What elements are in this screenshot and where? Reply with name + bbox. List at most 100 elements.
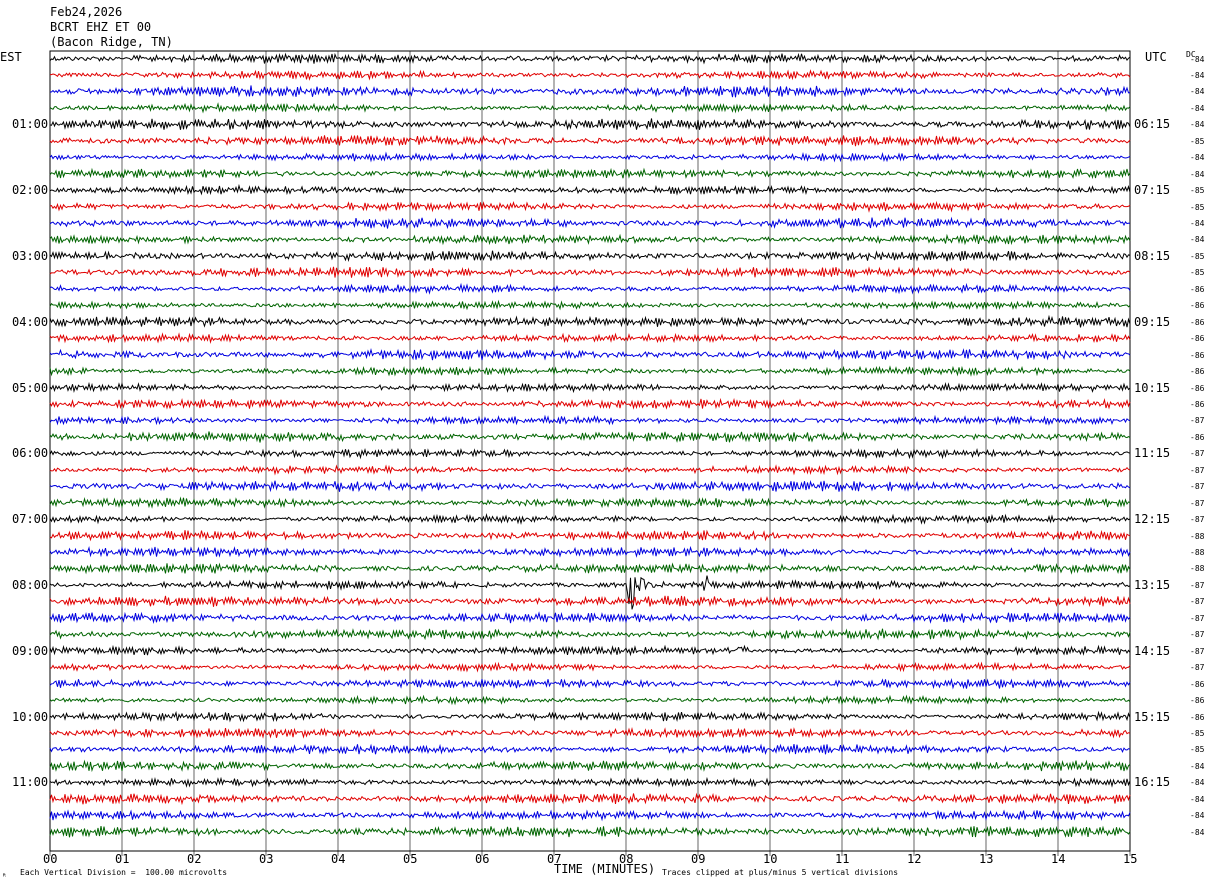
- x-tick-label: 09: [691, 852, 706, 866]
- seismic-trace: [49, 84, 1131, 98]
- dc-offset-label: -84: [1190, 70, 1205, 80]
- station-code: BCRT EHZ ET 00: [50, 20, 152, 34]
- dc-offset-label: -87: [1190, 663, 1205, 673]
- dc-offset-label: -87: [1190, 646, 1205, 656]
- seismic-trace: [49, 151, 1131, 163]
- dc-offset-label: -84: [1190, 761, 1205, 771]
- dc-offset-label: -87: [1190, 416, 1205, 426]
- dc-offset-label: -86: [1190, 284, 1205, 294]
- x-tick-label: 06: [475, 852, 490, 866]
- dc-offset-label: -85: [1190, 728, 1205, 738]
- right-hour-label: 06:15: [1134, 117, 1171, 132]
- dc-offset-label: -86: [1190, 350, 1205, 360]
- seismic-trace: [49, 183, 1131, 196]
- x-tick-label: 03: [259, 852, 274, 866]
- left-hour-label: 09:00: [12, 643, 49, 658]
- dc-offset-label: -87: [1190, 515, 1205, 525]
- left-hour-label: 11:00: [12, 775, 49, 790]
- plot-date: Feb24,2026: [50, 5, 123, 19]
- x-tick-label: 07: [547, 852, 562, 866]
- right-hour-label: 09:15: [1134, 314, 1171, 329]
- seismic-trace: [49, 167, 1131, 180]
- seismic-trace: [49, 710, 1131, 723]
- dc-offset-label: -84: [1190, 235, 1205, 245]
- x-tick-label: 08: [619, 852, 634, 866]
- seismic-trace: [49, 134, 1131, 147]
- x-tick-label: 01: [115, 852, 130, 866]
- seismic-trace: [49, 299, 1131, 311]
- dc-offset-label: -88: [1190, 531, 1205, 541]
- left-hour-label: 01:00: [12, 117, 49, 132]
- x-tick-label: 05: [403, 852, 418, 866]
- seismic-trace: [49, 545, 1131, 559]
- dc-offset-label: -85: [1190, 186, 1205, 196]
- dc-offset-label: -84: [1190, 153, 1205, 163]
- seismic-trace: [49, 529, 1131, 542]
- left-hour-label: 06:00: [12, 446, 49, 461]
- station-location: (Bacon Ridge, TN): [50, 35, 173, 49]
- dc-offset-label: -87: [1190, 630, 1205, 640]
- seismic-trace: [49, 644, 1131, 657]
- x-tick-label: 14: [1051, 852, 1066, 866]
- right-hour-label: 12:15: [1134, 512, 1171, 527]
- x-tick-label: 11: [835, 852, 850, 866]
- dc-offset-label: -88: [1190, 564, 1205, 574]
- left-axis-title: EST: [0, 50, 22, 64]
- scale-note: Each Vertical Division = 100.00 microvol…: [20, 868, 228, 877]
- dc-offset-label: -86: [1190, 432, 1205, 442]
- right-hour-label: 07:15: [1134, 183, 1171, 198]
- seismic-trace: [49, 496, 1131, 509]
- left-hour-label: 08:00: [12, 577, 49, 592]
- right-hour-label: 13:15: [1134, 577, 1171, 592]
- seismic-trace: [49, 216, 1131, 230]
- dc-offset-label: -86: [1190, 301, 1205, 311]
- right-hour-label: 16:15: [1134, 775, 1171, 790]
- scale-icon: ᴿ: [2, 872, 7, 881]
- dc-offset-label: -86: [1190, 679, 1205, 689]
- dc-offset-label: -85: [1190, 202, 1205, 212]
- x-tick-label: 15: [1123, 852, 1138, 866]
- seismic-trace: [49, 447, 1131, 460]
- seismic-trace: [49, 678, 1131, 690]
- dc-offset-label: -85: [1190, 136, 1205, 146]
- dc-offset-label: -87: [1190, 449, 1205, 459]
- seismic-trace: [49, 414, 1131, 426]
- seismic-trace: [49, 250, 1131, 263]
- dc-offset-label: -87: [1190, 498, 1205, 508]
- seismic-trace: [49, 365, 1131, 377]
- right-hour-label: 08:15: [1134, 248, 1171, 263]
- dc-offset-label: -84: [1190, 778, 1205, 788]
- dc-offset-label: -84: [1190, 87, 1205, 97]
- seismic-trace: [49, 233, 1131, 246]
- seismic-trace: [49, 694, 1131, 706]
- dc-offset-label: -84: [1190, 103, 1205, 113]
- left-hour-label: 02:00: [12, 183, 49, 198]
- seismic-trace: [49, 513, 1131, 525]
- seismic-trace: [49, 102, 1131, 114]
- dc-offset-label: -84: [1190, 794, 1205, 804]
- dc-column-title: DC: [1186, 50, 1196, 59]
- x-axis-title: TIME (MINUTES): [554, 862, 656, 876]
- seismic-trace: [49, 825, 1131, 838]
- right-hour-label: 14:15: [1134, 643, 1171, 658]
- seismic-trace: [49, 464, 1131, 476]
- dc-offset-label: -87: [1190, 597, 1205, 607]
- seismic-trace: [49, 332, 1131, 344]
- seismic-trace: [50, 69, 1131, 81]
- seismic-trace: [49, 809, 1131, 822]
- seismic-trace: [49, 562, 1131, 575]
- dc-offset-label: -86: [1190, 367, 1205, 377]
- dc-offset-label: -86: [1190, 399, 1205, 409]
- seismic-trace: [49, 266, 1131, 279]
- dc-offset-label: -87: [1190, 580, 1205, 590]
- x-tick-label: 02: [187, 852, 202, 866]
- dc-offset-label: -85: [1190, 251, 1205, 261]
- right-hour-label: 11:15: [1134, 446, 1171, 461]
- seismic-trace: [49, 431, 1131, 443]
- x-tick-label: 10: [763, 852, 778, 866]
- right-hour-label: 15:15: [1134, 709, 1171, 724]
- left-hour-label: 05:00: [12, 380, 49, 395]
- left-hour-label: 04:00: [12, 314, 49, 329]
- left-hour-label: 10:00: [12, 709, 49, 724]
- x-tick-label: 13: [979, 852, 994, 866]
